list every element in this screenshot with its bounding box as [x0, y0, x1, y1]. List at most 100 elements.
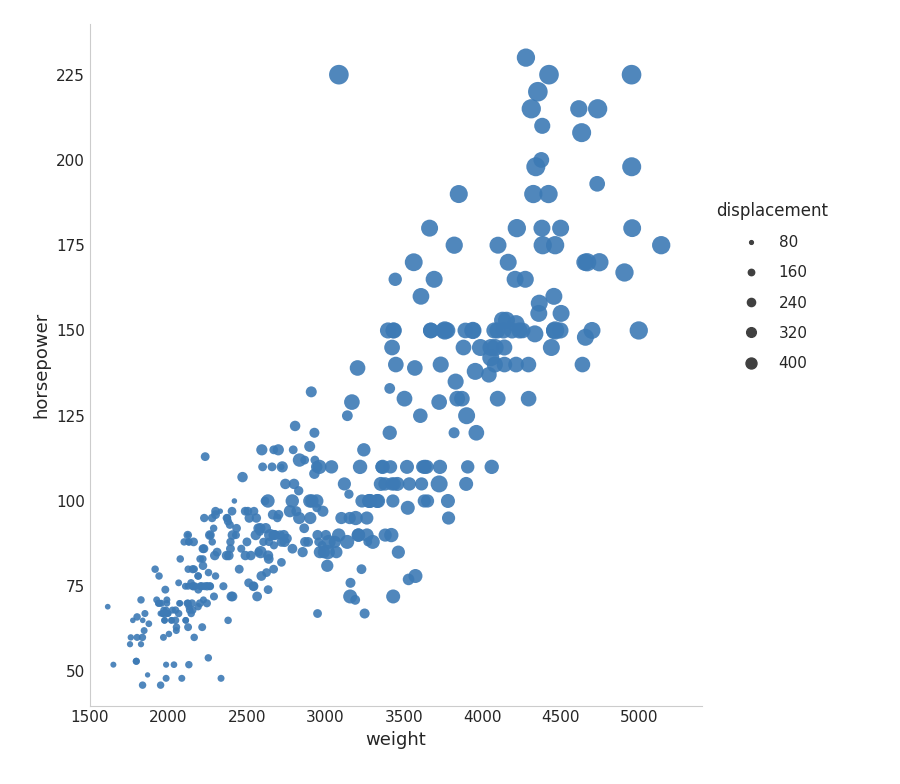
Point — [351, 529, 365, 542]
Point — [434, 358, 448, 371]
Point — [535, 222, 549, 234]
Point — [331, 529, 346, 542]
Point — [544, 341, 559, 354]
Point — [275, 461, 290, 474]
Point — [159, 597, 174, 610]
Point — [536, 120, 550, 132]
Point — [487, 325, 501, 337]
Point — [263, 529, 277, 542]
Point — [332, 68, 347, 81]
Point — [160, 608, 175, 620]
Point — [130, 631, 144, 644]
Point — [201, 652, 215, 664]
Point — [134, 638, 148, 651]
Point — [262, 535, 276, 548]
Point — [554, 325, 568, 337]
Point — [273, 529, 287, 542]
Point — [242, 512, 256, 524]
Point — [388, 273, 402, 285]
Point — [456, 341, 471, 354]
Point — [178, 614, 193, 626]
Point — [397, 392, 411, 405]
Point — [265, 461, 279, 474]
Point — [465, 325, 480, 337]
Point — [342, 488, 356, 500]
Point — [496, 325, 510, 337]
Point — [221, 550, 236, 562]
Point — [385, 477, 400, 490]
Point — [392, 546, 406, 558]
Point — [214, 672, 229, 684]
Point — [188, 580, 202, 593]
Point — [126, 614, 140, 626]
Point — [205, 535, 220, 548]
Point — [206, 522, 220, 535]
Point — [497, 341, 511, 354]
Point — [106, 659, 121, 671]
Point — [590, 103, 605, 115]
Point — [198, 450, 212, 463]
Point — [148, 563, 162, 575]
Point — [532, 307, 546, 320]
Point — [158, 614, 172, 626]
Point — [407, 256, 421, 269]
Point — [136, 614, 150, 626]
Point — [169, 624, 184, 637]
Point — [153, 608, 167, 620]
Point — [289, 505, 303, 517]
Point — [298, 454, 312, 466]
Point — [302, 440, 317, 452]
Point — [436, 325, 451, 337]
Point — [161, 608, 176, 620]
Point — [172, 608, 186, 620]
Point — [350, 361, 365, 374]
Point — [488, 358, 502, 371]
Point — [521, 392, 535, 405]
Point — [241, 576, 256, 589]
Point — [208, 508, 222, 521]
Point — [247, 580, 261, 593]
Point — [319, 529, 333, 542]
Point — [202, 529, 217, 542]
Point — [391, 477, 405, 490]
Point — [158, 614, 172, 626]
Point — [271, 444, 285, 456]
Point — [459, 477, 473, 490]
Point — [585, 325, 599, 337]
Point — [274, 461, 289, 474]
Point — [414, 477, 428, 490]
Point — [220, 512, 235, 524]
Point — [385, 341, 400, 354]
Point — [386, 590, 400, 603]
Point — [130, 611, 144, 623]
Point — [183, 604, 197, 616]
Point — [261, 583, 275, 596]
Point — [310, 461, 324, 474]
Point — [185, 563, 200, 575]
Point — [382, 426, 397, 439]
Point — [371, 495, 385, 507]
Point — [542, 68, 556, 81]
Y-axis label: horsepower: horsepower — [32, 311, 50, 418]
Point — [283, 505, 297, 517]
Point — [193, 553, 207, 565]
Point — [180, 597, 194, 610]
Point — [239, 535, 254, 548]
Point — [416, 461, 430, 474]
Point — [270, 512, 284, 524]
Point — [184, 608, 198, 620]
Point — [255, 444, 269, 456]
Point — [202, 566, 216, 579]
Point — [202, 529, 217, 542]
Point — [207, 590, 221, 603]
Point — [310, 529, 325, 542]
Point — [181, 563, 195, 575]
Point — [266, 508, 280, 521]
Point — [186, 535, 201, 548]
Point — [312, 461, 327, 474]
Point — [197, 580, 211, 593]
Point — [196, 543, 211, 555]
Point — [575, 358, 590, 371]
Point — [355, 563, 369, 575]
Point — [343, 590, 357, 603]
